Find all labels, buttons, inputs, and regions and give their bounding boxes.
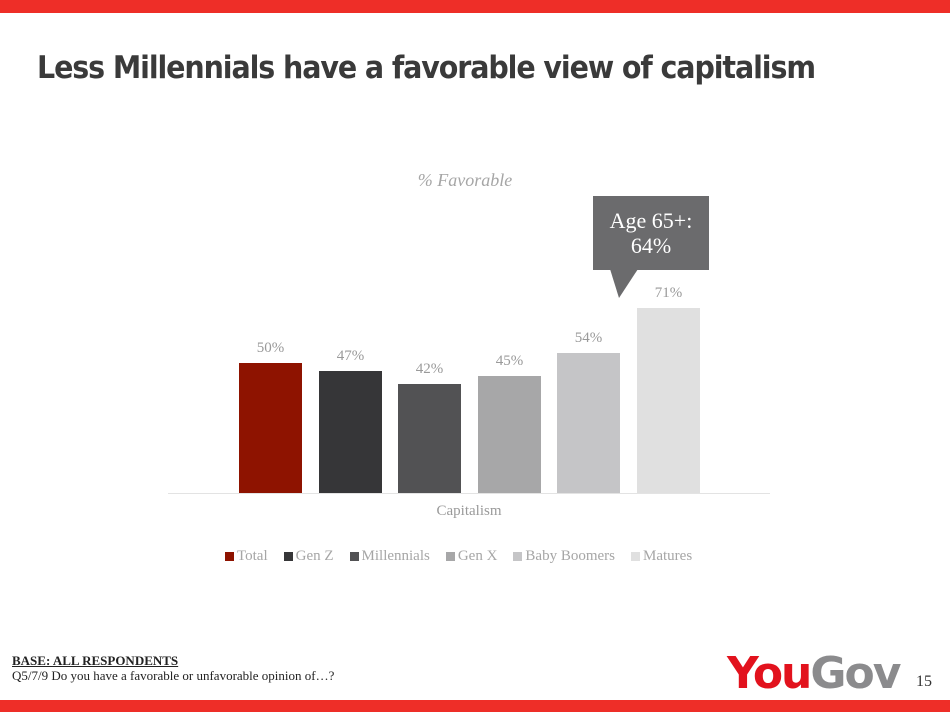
bar-value-label: 50% [256,340,285,356]
bar-value-label: 42% [415,361,444,377]
legend-item: Baby Boomers [513,548,615,565]
bar-gen-x [478,376,541,493]
question-text: Q5/7/9 Do you have a favorable or unfavo… [12,668,335,683]
logo-you: You [727,648,812,699]
bar-matures [637,308,700,493]
yougov-logo: YouGov [727,648,901,699]
legend-label: Millennials [361,548,430,564]
logo-gov: Gov [810,648,901,699]
chart-legend: Total Gen Z Millennials Gen X Baby Boomers Ma… [225,548,708,565]
x-axis-line [168,493,770,494]
chart-title: % Favorable [417,170,513,190]
legend-item: Gen Z [283,548,334,565]
bar-gen-z [319,371,382,493]
bottom-accent-bar [0,700,950,712]
slide-title: Less Millennials have a favorable view o… [37,50,816,86]
legend-swatch-icon [513,552,523,561]
callout-line-2: 64% [630,233,672,258]
legend-label: Total [237,548,268,564]
callout-line-1: Age 65+: [609,208,693,233]
bar-value-label: 71% [654,285,683,301]
bar-value-label: 47% [336,348,365,364]
page-number: 15 [916,673,932,690]
legend-swatch-icon [445,552,455,561]
age-callout: Age 65+: 64% [593,196,709,270]
legend-swatch-icon [283,552,293,561]
legend-item: Matures [631,548,692,565]
legend-label: Gen Z [295,548,334,564]
legend-label: Gen X [457,548,498,564]
legend-label: Matures [643,548,693,564]
bar-millennials [398,384,461,493]
bar-value-label: 45% [495,353,524,369]
legend-label: Baby Boomers [525,548,615,564]
legend-swatch-icon [631,552,640,561]
bar-value-label: 54% [574,330,603,346]
legend-item: Total [225,548,268,565]
legend-item: Millennials [349,548,430,565]
legend-swatch-icon [225,552,234,561]
bar-baby-boomers [557,353,620,493]
base-label: BASE: ALL RESPONDENTS [12,653,179,668]
legend-swatch-icon [349,552,359,561]
category-label: Capitalism [436,503,502,519]
top-accent-bar [0,0,950,13]
bar-total [239,363,302,493]
legend-item: Gen X [445,548,498,565]
